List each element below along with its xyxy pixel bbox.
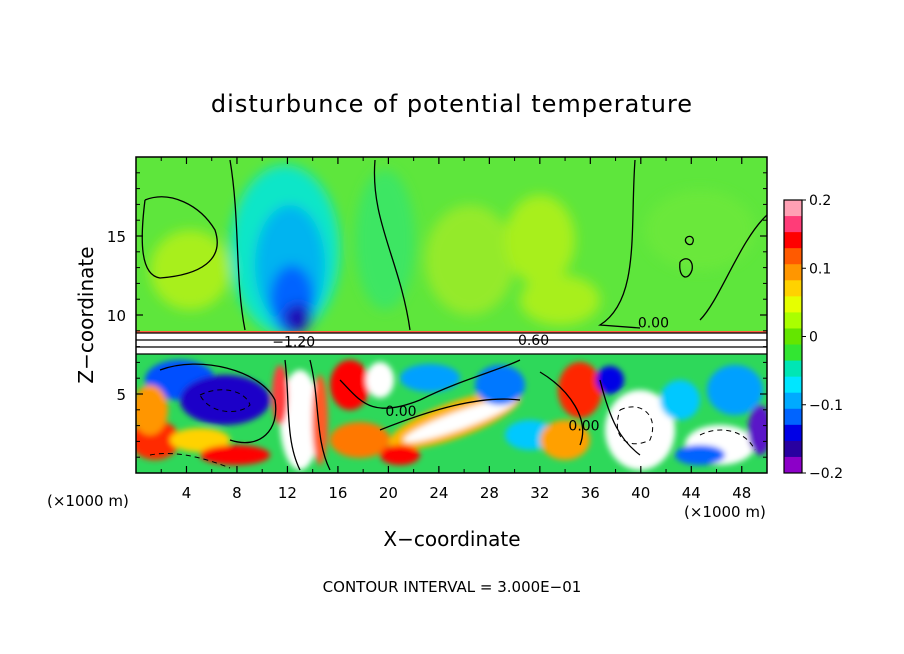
colorbar-tick-label: −0.2 <box>809 466 843 482</box>
y-tick-label: 15 <box>107 228 126 246</box>
colorbar-swatch <box>784 392 802 410</box>
colorbar-swatch <box>784 264 802 281</box>
x-axis-label: X−coordinate <box>383 527 520 551</box>
upper-layer-features <box>150 165 755 335</box>
colorbar-swatch <box>784 328 802 346</box>
colorbar-swatch <box>784 360 802 378</box>
x-tick-label: 32 <box>530 484 549 502</box>
x-tick-label: 8 <box>232 484 242 502</box>
colorbar-tick-label: 0.1 <box>809 261 831 277</box>
x-tick-label: 44 <box>682 484 701 502</box>
x-ticks: 4 8 12 16 20 24 28 32 36 40 44 48 <box>160 157 751 502</box>
x-unit-left: (×1000 m) <box>47 492 129 510</box>
contour-label: −1.20 <box>272 335 315 351</box>
colorbar-swatch <box>784 344 802 362</box>
y-ticks: 5 10 15 <box>107 172 767 458</box>
x-tick-label: 4 <box>182 484 192 502</box>
x-tick-label: 12 <box>278 484 297 502</box>
contour-label: 0.00 <box>385 404 416 420</box>
y-tick-label: 5 <box>116 386 126 404</box>
contour-interval-note: CONTOUR INTERVAL = 3.000E−01 <box>323 578 582 596</box>
colorbar-swatch <box>784 312 802 329</box>
contour-lines <box>136 159 767 471</box>
colorbar-swatch <box>784 424 802 442</box>
inversion-band <box>136 331 767 333</box>
colorbar: 0.2 0.1 0 −0.1 −0.2 <box>783 193 843 482</box>
x-tick-label: 40 <box>631 484 650 502</box>
x-tick-label: 36 <box>581 484 600 502</box>
contour-labels: 0.00 −1.20 0.60 0.00 0.00 <box>272 316 669 435</box>
x-unit-right: (×1000 m) <box>684 503 766 521</box>
colorbar-swatch <box>784 440 802 458</box>
chart-title: disturbunce of potential temperature <box>211 90 693 118</box>
plot-area <box>136 157 767 473</box>
y-axis-label: Z−coordinate <box>74 246 98 383</box>
colorbar-swatch <box>784 216 802 233</box>
colorbar-swatch <box>784 376 802 394</box>
x-tick-label: 20 <box>379 484 398 502</box>
contour-label: 0.00 <box>568 418 599 434</box>
x-tick-label: 28 <box>480 484 499 502</box>
contour-label: 0.00 <box>638 316 669 332</box>
x-tick-label: 24 <box>429 484 448 502</box>
contour-label: 0.60 <box>518 333 549 349</box>
colorbar-swatch <box>784 408 802 426</box>
y-tick-label: 10 <box>107 307 126 325</box>
colorbar-swatch <box>784 280 802 297</box>
colorbar-swatch <box>784 248 802 265</box>
colorbar-swatch <box>784 296 802 313</box>
x-tick-label: 16 <box>328 484 347 502</box>
colorbar-tick-label: −0.1 <box>809 398 843 414</box>
colorbar-tick-label: 0 <box>809 330 818 346</box>
colorbar-tick-label: 0.2 <box>809 193 831 209</box>
colorbar-swatch <box>784 456 802 474</box>
colorbar-swatch <box>784 232 802 249</box>
x-tick-label: 48 <box>732 484 751 502</box>
lower-layer-features <box>136 360 767 470</box>
contour-dashed <box>149 389 756 469</box>
colorbar-swatch <box>784 200 802 217</box>
